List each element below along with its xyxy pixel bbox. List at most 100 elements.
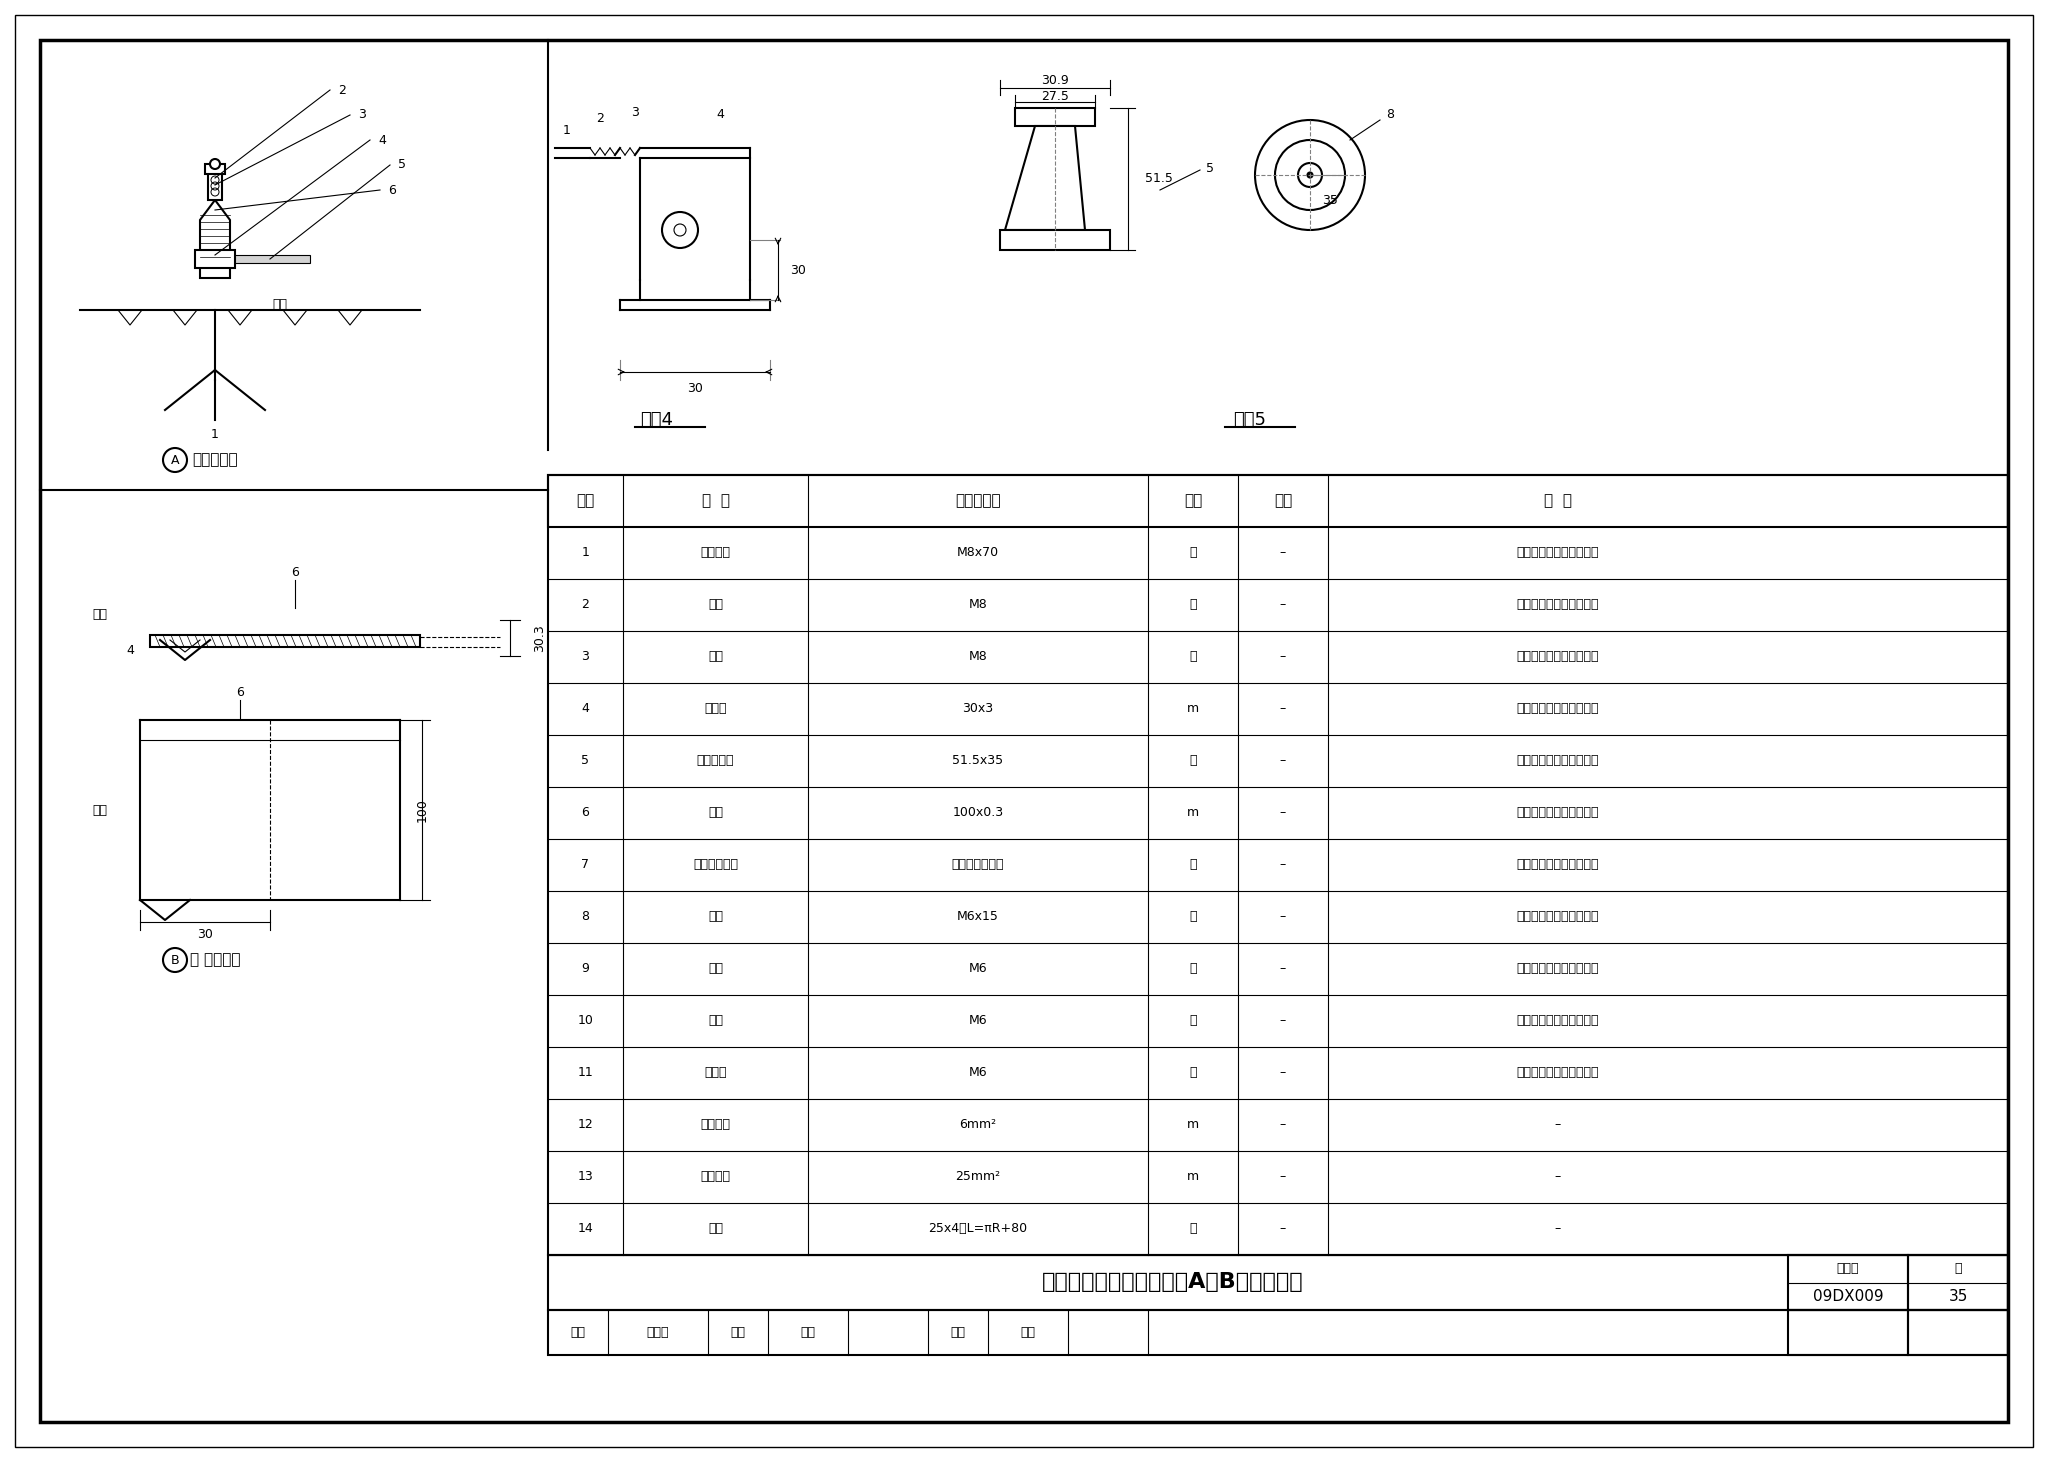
Text: 型号及规格: 型号及规格 (954, 494, 1001, 509)
Text: 纺锤绝缘子: 纺锤绝缘子 (696, 754, 735, 768)
Text: 30: 30 (686, 382, 702, 395)
Text: 4: 4 (717, 108, 723, 121)
Text: 螺栓: 螺栓 (709, 911, 723, 924)
Bar (195, 250, 236, 268)
Text: 个: 个 (1190, 962, 1196, 975)
Text: 4: 4 (379, 133, 385, 146)
Text: 铜箔: 铜箔 (709, 807, 723, 820)
Text: –: – (1280, 1118, 1286, 1132)
Text: m: m (1188, 1118, 1198, 1132)
Bar (1788, 1310, 1909, 1355)
Text: 螺母: 螺母 (709, 962, 723, 975)
Text: 09DX009: 09DX009 (1812, 1288, 1884, 1304)
Text: 编织铜带: 编织铜带 (700, 1171, 731, 1184)
Text: M8: M8 (969, 598, 987, 611)
Text: 14: 14 (578, 1222, 594, 1235)
Text: 垫圈: 垫圈 (709, 651, 723, 664)
Text: 数量由具体工程设计确定: 数量由具体工程设计确定 (1518, 598, 1599, 611)
Text: 13: 13 (578, 1171, 594, 1184)
Text: m: m (1188, 1171, 1198, 1184)
Text: 8: 8 (582, 911, 590, 924)
Text: 4: 4 (582, 703, 590, 715)
Polygon shape (1006, 126, 1085, 230)
Text: 4: 4 (127, 643, 133, 656)
Text: 地面: 地面 (272, 297, 287, 310)
Text: –: – (1280, 651, 1286, 664)
Text: 2: 2 (596, 111, 604, 124)
Bar (1909, 1310, 2007, 1355)
Text: 名  称: 名 称 (702, 494, 729, 509)
Text: 数量由具体工程设计确定: 数量由具体工程设计确定 (1518, 1066, 1599, 1079)
Text: 数量由具体工程设计确定: 数量由具体工程设计确定 (1518, 651, 1599, 664)
Bar (150, 635, 420, 648)
Text: 数量由具体工程设计确定: 数量由具体工程设计确定 (1518, 547, 1599, 560)
Bar (549, 1310, 2007, 1355)
Text: 数量: 数量 (1274, 494, 1292, 509)
Text: –: – (1280, 858, 1286, 871)
Text: 螺母: 螺母 (709, 598, 723, 611)
Text: 6: 6 (387, 184, 395, 196)
Text: 12: 12 (578, 1118, 594, 1132)
Text: –: – (1280, 1171, 1286, 1184)
Polygon shape (201, 200, 229, 260)
Text: –: – (1280, 1015, 1286, 1028)
Text: 1: 1 (582, 547, 590, 560)
Text: 35: 35 (1948, 1288, 1968, 1304)
Bar (999, 230, 1110, 250)
Text: 个: 个 (1190, 1015, 1196, 1028)
Text: 1: 1 (563, 123, 571, 136)
Text: 3: 3 (358, 108, 367, 121)
Text: 6: 6 (236, 686, 244, 699)
Text: 30.3: 30.3 (532, 624, 547, 652)
Text: 个: 个 (1190, 858, 1196, 871)
Text: 5: 5 (1206, 161, 1214, 174)
Bar (1788, 1254, 1909, 1310)
Text: –: – (1280, 703, 1286, 715)
Text: 35: 35 (1323, 193, 1337, 206)
Text: –: – (1280, 754, 1286, 768)
Text: ㊄节点详图: ㊄节点详图 (193, 453, 238, 468)
Bar (549, 475, 2007, 526)
Text: 焊接: 焊接 (92, 608, 106, 621)
Bar (549, 1254, 2007, 1310)
Bar (1909, 1254, 2007, 1310)
Text: 紫铜带: 紫铜带 (705, 703, 727, 715)
Text: 卡箍: 卡箍 (709, 1222, 723, 1235)
Text: –: – (1280, 807, 1286, 820)
Text: 25mm²: 25mm² (956, 1171, 1001, 1184)
Text: 设计: 设计 (950, 1326, 965, 1339)
Text: 6mm²: 6mm² (958, 1118, 997, 1132)
Text: 6: 6 (291, 566, 299, 579)
Text: 图集号: 图集号 (1837, 1262, 1860, 1275)
Text: 30.9: 30.9 (1040, 73, 1069, 86)
Text: 个: 个 (1190, 1222, 1196, 1235)
Text: 25x4，L=πR+80: 25x4，L=πR+80 (928, 1222, 1028, 1235)
Text: 个: 个 (1190, 651, 1196, 664)
Text: 页: 页 (1954, 1262, 1962, 1275)
Text: 10: 10 (578, 1015, 594, 1028)
Text: 27.5: 27.5 (1040, 89, 1069, 102)
Text: 校对: 校对 (731, 1326, 745, 1339)
Text: 2: 2 (582, 598, 590, 611)
Bar (205, 164, 225, 174)
Text: –: – (1280, 598, 1286, 611)
Text: 51.5: 51.5 (1145, 171, 1174, 184)
Bar (549, 475, 2007, 1254)
Text: 数量由具体工程设计确定: 数量由具体工程设计确定 (1518, 807, 1599, 820)
Text: 钟景华: 钟景华 (647, 1326, 670, 1339)
Text: 2: 2 (338, 83, 346, 96)
Text: 序号: 序号 (575, 494, 594, 509)
Text: –: – (1280, 962, 1286, 975)
Text: 11: 11 (578, 1066, 594, 1079)
Text: M6: M6 (969, 1066, 987, 1079)
Text: 垫圈: 垫圈 (709, 1015, 723, 1028)
Bar (229, 254, 309, 263)
Text: 30: 30 (197, 928, 213, 942)
Text: m: m (1188, 807, 1198, 820)
Text: –: – (1280, 1222, 1286, 1235)
Text: 100: 100 (416, 798, 428, 822)
Text: –: – (1554, 1222, 1561, 1235)
Text: 100x0.3: 100x0.3 (952, 807, 1004, 820)
Text: M6x15: M6x15 (956, 911, 999, 924)
Text: 51.5x35: 51.5x35 (952, 754, 1004, 768)
